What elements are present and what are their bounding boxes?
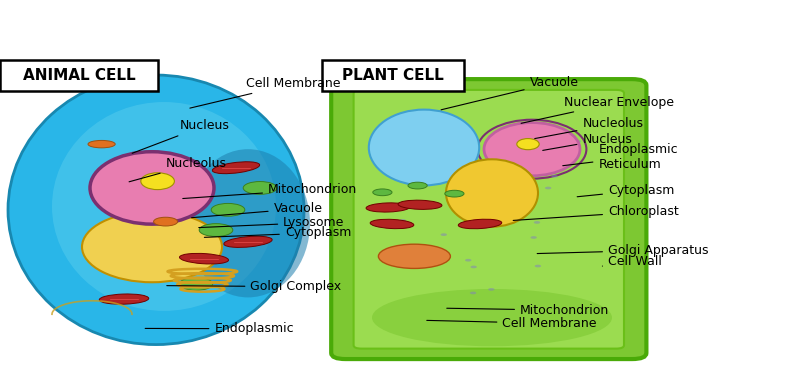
Ellipse shape xyxy=(370,219,414,229)
Text: Lysosome: Lysosome xyxy=(198,216,345,229)
Ellipse shape xyxy=(450,134,456,137)
Text: Nucleus: Nucleus xyxy=(132,119,230,153)
Text: Nucleolus: Nucleolus xyxy=(129,157,226,182)
Ellipse shape xyxy=(212,162,260,174)
Ellipse shape xyxy=(551,175,558,177)
Ellipse shape xyxy=(574,140,581,143)
Ellipse shape xyxy=(534,221,540,224)
FancyBboxPatch shape xyxy=(354,90,624,349)
Text: Cytoplasm: Cytoplasm xyxy=(577,184,674,197)
Text: Cell Wall: Cell Wall xyxy=(602,255,662,268)
Text: Nucleolus: Nucleolus xyxy=(534,117,643,139)
Ellipse shape xyxy=(179,278,213,290)
Ellipse shape xyxy=(186,149,310,297)
Ellipse shape xyxy=(530,236,537,239)
Ellipse shape xyxy=(446,159,538,227)
Ellipse shape xyxy=(528,127,534,129)
Ellipse shape xyxy=(392,125,398,128)
Ellipse shape xyxy=(484,122,580,176)
Ellipse shape xyxy=(458,219,502,229)
Ellipse shape xyxy=(8,75,304,345)
Ellipse shape xyxy=(470,266,477,268)
Text: Vacuole: Vacuole xyxy=(441,76,578,110)
Text: Golgi Apparatus: Golgi Apparatus xyxy=(537,244,709,257)
FancyBboxPatch shape xyxy=(331,79,646,359)
Ellipse shape xyxy=(179,253,229,264)
Ellipse shape xyxy=(99,294,149,304)
Ellipse shape xyxy=(90,152,214,224)
Ellipse shape xyxy=(243,182,277,194)
Ellipse shape xyxy=(141,173,174,190)
Text: Endoplasmic
Reticulum: Endoplasmic Reticulum xyxy=(562,142,678,171)
Ellipse shape xyxy=(224,236,272,248)
Ellipse shape xyxy=(445,190,464,197)
Ellipse shape xyxy=(488,288,494,291)
Ellipse shape xyxy=(534,264,541,267)
Text: STRUCTURE AND COMPONENTS OF A CELL: STRUCTURE AND COMPONENTS OF A CELL xyxy=(14,12,641,38)
Ellipse shape xyxy=(531,159,538,162)
Text: Chloroplast: Chloroplast xyxy=(513,205,678,221)
Ellipse shape xyxy=(517,139,539,150)
Ellipse shape xyxy=(199,224,233,236)
Ellipse shape xyxy=(405,177,411,180)
Text: Cell Membrane: Cell Membrane xyxy=(426,317,597,330)
Text: PLANT CELL: PLANT CELL xyxy=(342,68,444,83)
Ellipse shape xyxy=(52,102,276,311)
Text: ANIMAL CELL: ANIMAL CELL xyxy=(23,68,135,83)
Text: Cell Membrane: Cell Membrane xyxy=(190,77,341,108)
FancyBboxPatch shape xyxy=(322,60,464,91)
Text: Nucleus: Nucleus xyxy=(542,132,632,151)
Ellipse shape xyxy=(398,200,442,209)
Ellipse shape xyxy=(372,289,612,346)
Ellipse shape xyxy=(545,187,551,189)
Text: Golgi Complex: Golgi Complex xyxy=(166,280,342,293)
Text: Mitochondrion: Mitochondrion xyxy=(446,304,610,317)
Text: Nuclear Envelope: Nuclear Envelope xyxy=(521,95,674,123)
Ellipse shape xyxy=(369,110,479,186)
Ellipse shape xyxy=(82,211,222,282)
Ellipse shape xyxy=(154,217,178,226)
Ellipse shape xyxy=(441,233,447,236)
Ellipse shape xyxy=(211,203,245,216)
Ellipse shape xyxy=(465,259,471,261)
Text: Mitochondrion: Mitochondrion xyxy=(182,183,358,199)
FancyBboxPatch shape xyxy=(0,60,158,91)
Text: Vacuole: Vacuole xyxy=(191,202,322,218)
Ellipse shape xyxy=(506,152,513,155)
Ellipse shape xyxy=(373,189,392,196)
Ellipse shape xyxy=(366,203,410,212)
Ellipse shape xyxy=(88,141,115,148)
Text: Endoplasmic: Endoplasmic xyxy=(145,322,294,335)
Ellipse shape xyxy=(399,219,406,222)
Ellipse shape xyxy=(378,244,450,268)
Ellipse shape xyxy=(470,291,476,294)
Ellipse shape xyxy=(408,182,427,189)
Text: Cytoplasm: Cytoplasm xyxy=(204,226,351,239)
